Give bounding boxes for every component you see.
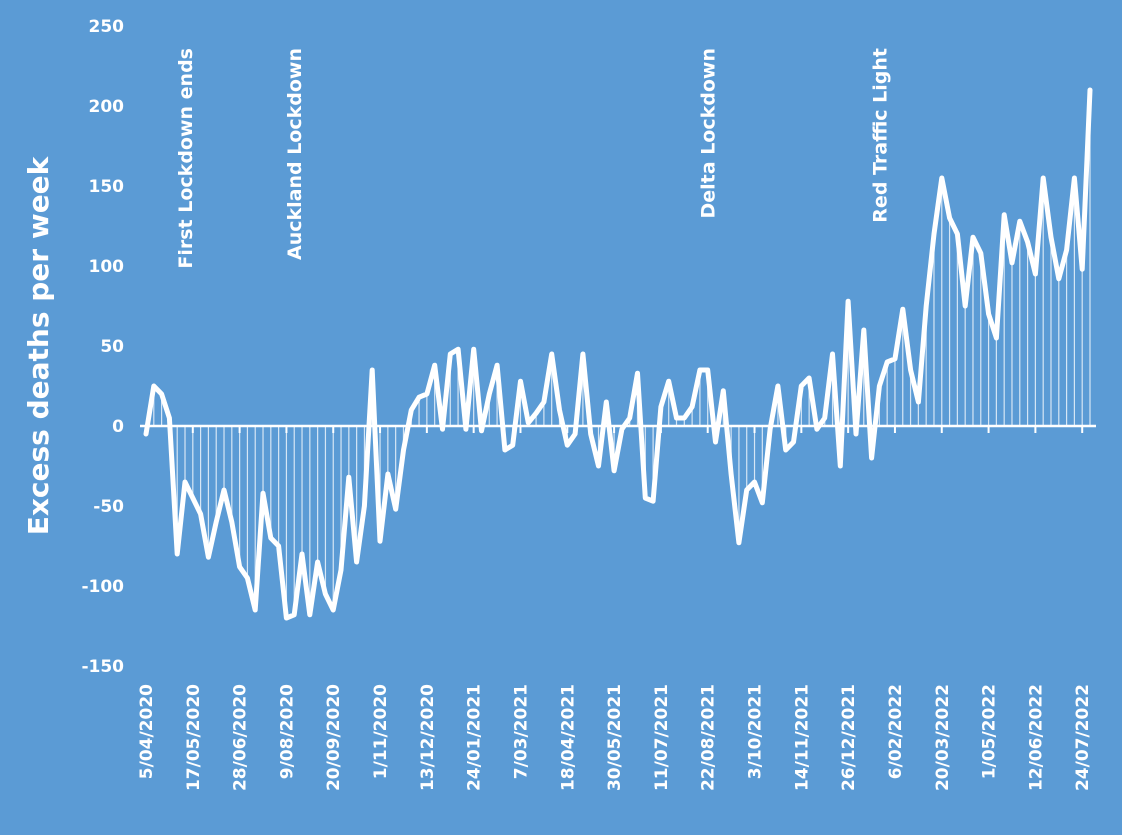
x-tick-label: 1/11/2020 — [371, 684, 391, 779]
y-tick-label: 150 — [89, 177, 125, 197]
event-annotation: Delta Lockdown — [698, 48, 720, 218]
x-tick-label: 28/06/2020 — [231, 684, 251, 791]
x-tick-label: 6/02/2022 — [886, 684, 906, 779]
y-axis-title: Excess deaths per week — [22, 155, 55, 535]
event-annotation: Auckland Lockdown — [284, 48, 306, 260]
x-tick-label: 11/07/2021 — [652, 684, 672, 791]
y-tick-label: 250 — [89, 17, 125, 37]
event-annotation: First Lockdown ends — [175, 48, 197, 269]
x-tick-label: 14/11/2021 — [792, 684, 812, 791]
x-tick-label: 18/04/2021 — [558, 684, 578, 791]
x-tick-label: 22/08/2021 — [699, 684, 719, 791]
y-tick-label: -100 — [81, 577, 124, 597]
y-tick-label: -150 — [81, 657, 124, 677]
event-annotation: Red Traffic Light — [869, 48, 891, 223]
x-tick-label: 13/12/2020 — [418, 684, 438, 791]
x-tick-label: 26/12/2021 — [839, 684, 859, 791]
x-tick-label: 24/01/2021 — [465, 684, 485, 791]
y-tick-label: 200 — [89, 97, 125, 117]
y-tick-label: -50 — [93, 497, 124, 517]
x-tick-label: 1/05/2022 — [980, 684, 1000, 779]
x-tick-label: 3/10/2021 — [746, 684, 766, 779]
y-tick-label: 0 — [112, 417, 124, 437]
x-tick-label: 30/05/2021 — [605, 684, 625, 791]
data-series-line — [143, 87, 1093, 621]
x-tick-label: 20/09/2020 — [324, 684, 344, 791]
x-tick-label: 17/05/2020 — [184, 684, 204, 791]
x-tick-label: 7/03/2021 — [512, 684, 532, 779]
x-tick-label: 12/06/2022 — [1026, 684, 1046, 791]
x-tick-label: 9/08/2020 — [277, 684, 297, 779]
x-tick-label: 24/07/2022 — [1073, 684, 1093, 791]
y-tick-label: 100 — [89, 257, 125, 277]
x-tick-label: 20/03/2022 — [933, 684, 953, 791]
x-tick-label: 5/04/2020 — [137, 684, 157, 779]
y-tick-label: 50 — [100, 337, 124, 357]
